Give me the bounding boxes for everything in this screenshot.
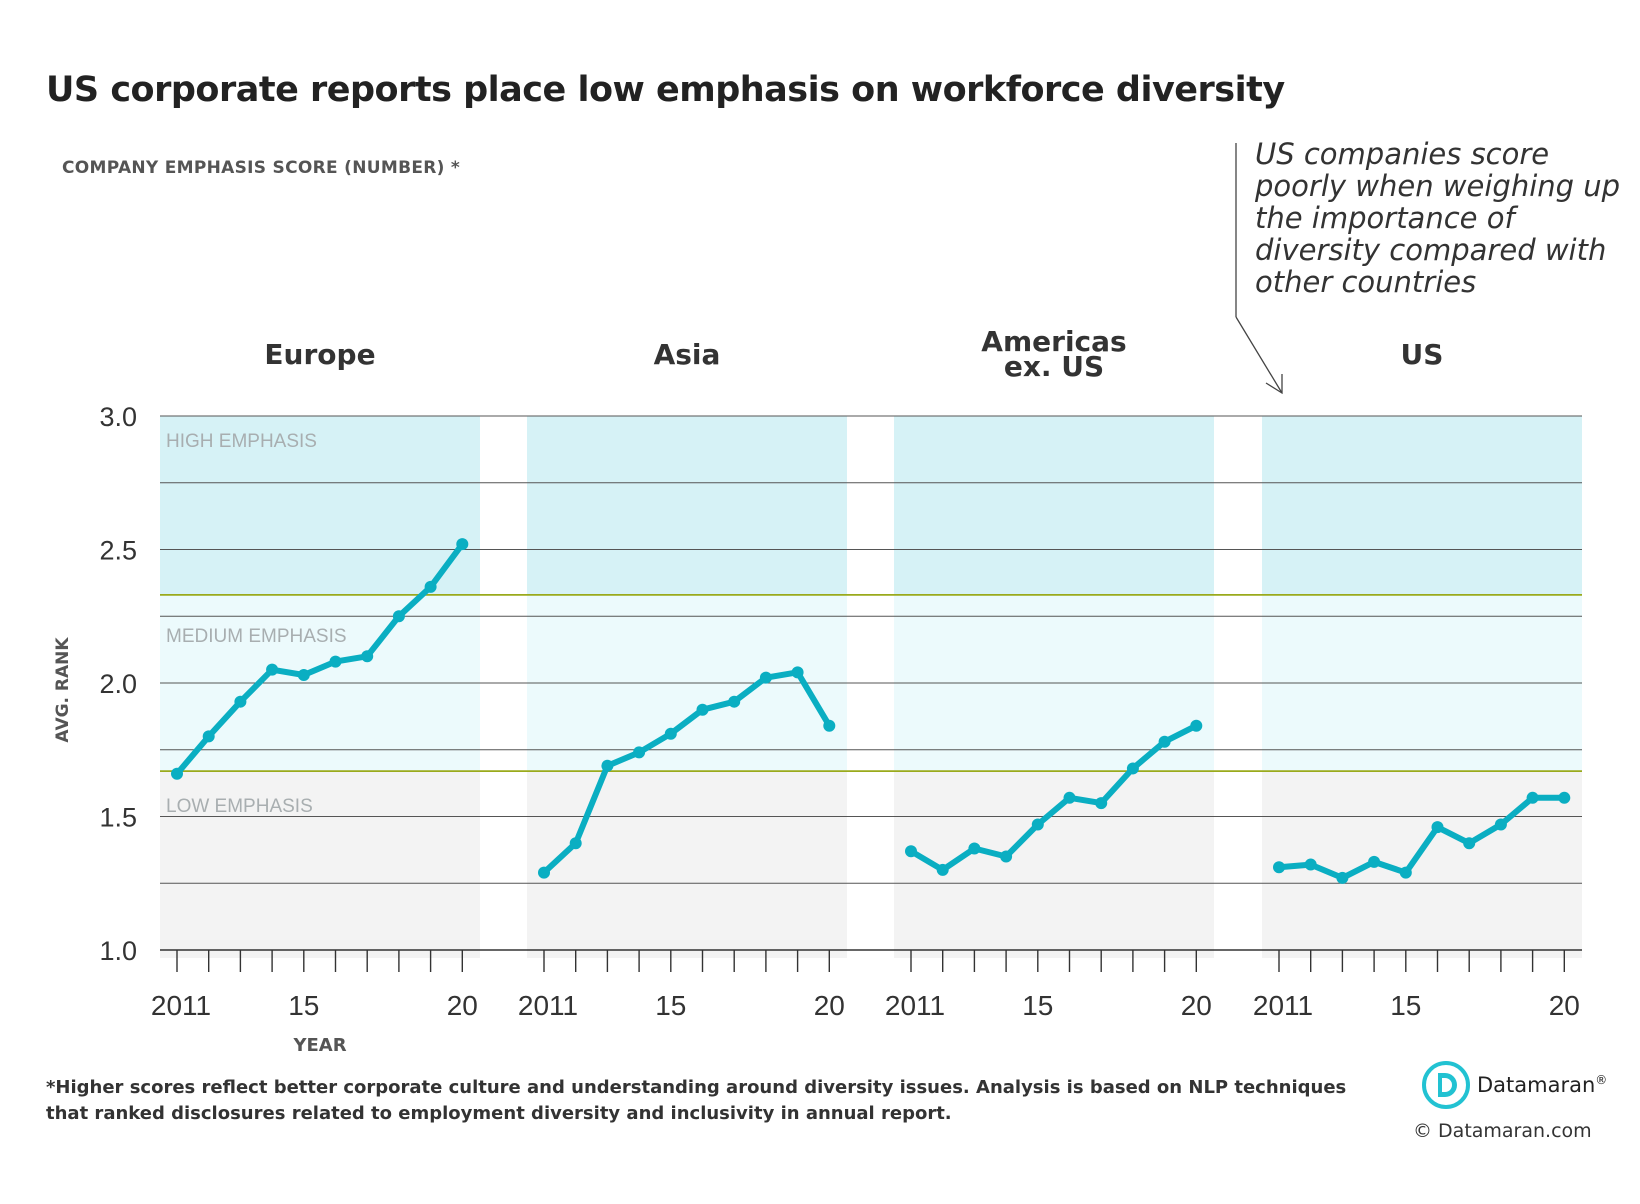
series-lines xyxy=(171,538,1571,884)
y-axis: 1.0 1.5 2.0 2.5 3.0 AVG. RANK xyxy=(53,402,137,966)
annotation-arrow xyxy=(1235,143,1283,395)
series-line-3 xyxy=(908,722,1200,873)
y-tick-label: 2.5 xyxy=(99,536,137,566)
data-point xyxy=(1304,858,1317,871)
arrow-head xyxy=(1265,374,1283,395)
x-tick-label: 20 xyxy=(1549,990,1580,1021)
data-point xyxy=(1431,821,1444,834)
copyright-text: © Datamaran.com xyxy=(1413,1120,1592,1142)
data-point xyxy=(1063,791,1076,804)
data-point xyxy=(791,666,804,679)
data-point xyxy=(456,538,469,551)
data-point xyxy=(569,837,582,850)
data-point xyxy=(266,663,279,676)
data-point xyxy=(392,610,405,623)
data-point xyxy=(424,580,437,593)
x-tick-label: 15 xyxy=(288,990,319,1021)
y-tick-label: 1.5 xyxy=(99,803,137,833)
data-point xyxy=(1336,871,1349,884)
emphasis-bands xyxy=(160,416,1582,958)
zone-labels: HIGH EMPHASIS MEDIUM EMPHASIS LOW EMPHASIS xyxy=(166,431,347,817)
x-tick-label: 20 xyxy=(1181,990,1212,1021)
panel-title: US xyxy=(1401,338,1444,371)
data-point xyxy=(1494,818,1507,831)
chart-title: US corporate reports place low emphasis … xyxy=(46,70,1285,110)
data-point xyxy=(1095,797,1108,810)
y-tick-label: 1.0 xyxy=(99,936,137,966)
data-point xyxy=(936,863,949,876)
x-axis: 2011 15 20 2011 15 20 2011 15 20 2011 15 20 YEAR xyxy=(151,950,1580,1056)
data-point xyxy=(759,671,772,684)
data-point xyxy=(968,842,981,855)
x-tick-label: 15 xyxy=(1390,990,1421,1021)
panel-title-line-1: Americas xyxy=(981,325,1126,358)
data-point xyxy=(601,759,614,772)
data-point xyxy=(905,845,917,858)
data-point xyxy=(1463,837,1476,850)
footnote: *Higher scores reflect better corporate … xyxy=(46,1077,1347,1124)
series-line-4 xyxy=(1276,794,1568,881)
data-point xyxy=(633,746,646,759)
zone-label-medium: MEDIUM EMPHASIS xyxy=(166,626,347,647)
band-high-panel-3 xyxy=(894,416,1214,595)
data-point xyxy=(1558,791,1571,804)
data-point xyxy=(297,668,310,681)
x-tick-label: 20 xyxy=(447,990,478,1021)
data-point xyxy=(1526,791,1539,804)
data-point xyxy=(1399,866,1412,879)
data-point xyxy=(664,727,677,740)
y-axis-label: AVG. RANK xyxy=(53,637,73,743)
x-axis-label: YEAR xyxy=(292,1035,346,1056)
data-point xyxy=(823,719,836,732)
brand-name: Datamaran® xyxy=(1477,1073,1608,1097)
data-point xyxy=(696,703,709,716)
y-tick-label: 2.0 xyxy=(99,669,137,699)
data-point xyxy=(1368,855,1381,868)
band-low-panel-1 xyxy=(160,771,480,958)
data-point xyxy=(1031,818,1044,831)
data-point xyxy=(1190,719,1203,732)
series-line-1 xyxy=(174,541,466,777)
band-low-panel-2 xyxy=(527,771,847,958)
x-tick-label: 20 xyxy=(814,990,845,1021)
data-point xyxy=(728,695,741,708)
threshold-lines xyxy=(160,593,1582,773)
band-high-panel-4 xyxy=(1262,416,1582,595)
data-point xyxy=(1126,762,1139,775)
data-point xyxy=(1000,850,1013,863)
x-tick-label: 2011 xyxy=(885,990,945,1021)
zone-label-low: LOW EMPHASIS xyxy=(166,796,313,817)
data-point xyxy=(361,650,374,663)
data-point xyxy=(329,655,342,668)
datamaran-logo[interactable]: Datamaran® xyxy=(1421,1060,1631,1116)
series-line-2 xyxy=(541,669,833,876)
datamaran-logo-icon xyxy=(1422,1061,1470,1109)
band-high-panel-1 xyxy=(160,416,480,595)
panel-title: Europe xyxy=(264,338,375,371)
data-point xyxy=(1273,861,1285,874)
x-tick-label: 15 xyxy=(1022,990,1053,1021)
data-point xyxy=(234,695,247,708)
chart-subtitle: COMPANY EMPHASIS SCORE (NUMBER) * xyxy=(62,158,461,178)
data-point xyxy=(202,730,215,743)
x-tick-label: 2011 xyxy=(518,990,578,1021)
data-point xyxy=(171,767,183,780)
x-tick-label: 15 xyxy=(655,990,686,1021)
panel-title-line-2: ex. US xyxy=(1004,350,1104,383)
data-point xyxy=(538,866,550,879)
band-high-panel-2 xyxy=(527,416,847,595)
arrow-line-diagonal xyxy=(1235,316,1283,394)
annotation-text: US companies score poorly when weighing … xyxy=(1255,137,1621,299)
data-point xyxy=(1158,735,1171,748)
y-tick-label: 3.0 xyxy=(99,402,137,432)
x-tick-label: 2011 xyxy=(1253,990,1313,1021)
panel-title: Asia xyxy=(654,338,721,371)
x-tick-label: 2011 xyxy=(151,990,211,1021)
zone-label-high: HIGH EMPHASIS xyxy=(166,431,317,452)
